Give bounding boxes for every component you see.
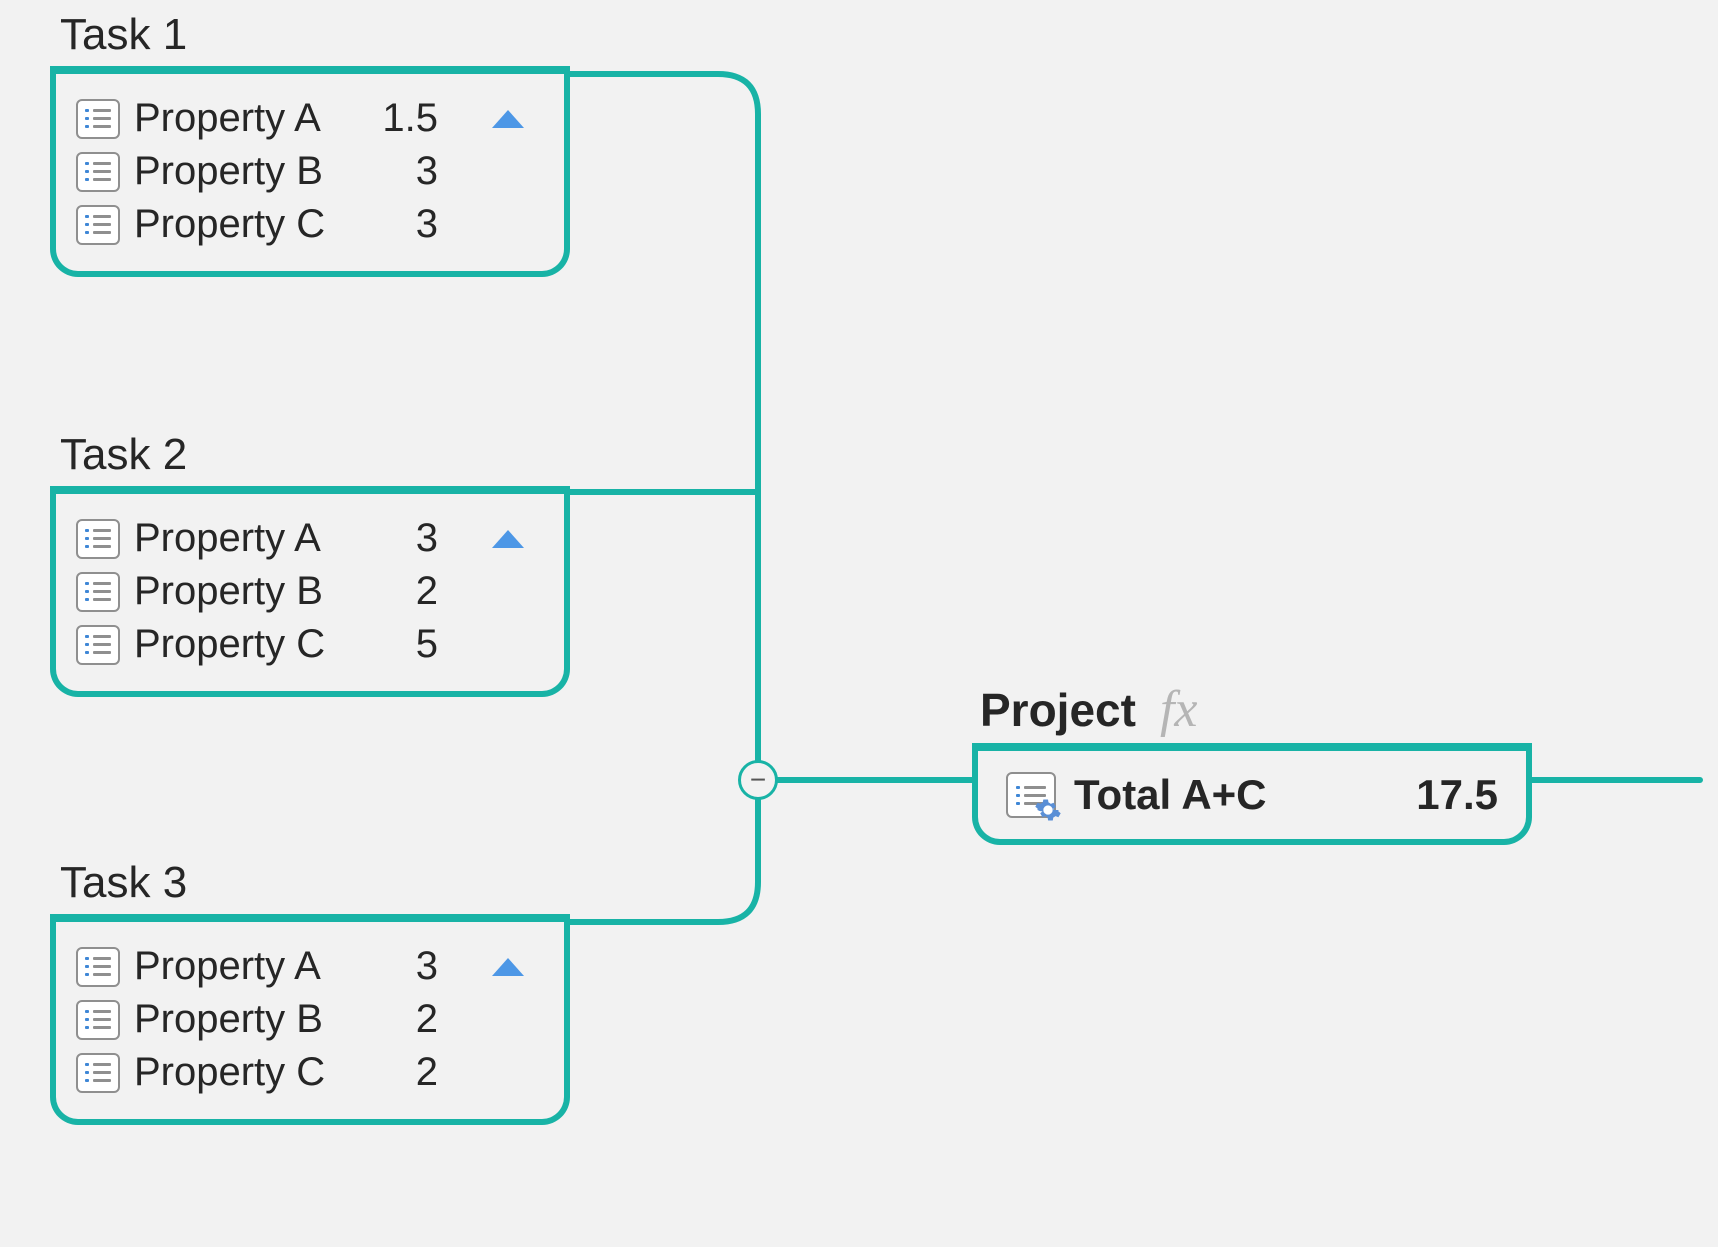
sort-up-icon[interactable] (492, 110, 524, 128)
task-node[interactable]: Task 2 Property A 3 Property B 2 Property C 5 (50, 430, 570, 697)
property-row[interactable]: Property C 3 (76, 198, 544, 251)
property-value: 3 (378, 202, 438, 247)
property-value: 1.5 (378, 96, 438, 141)
list-icon (76, 519, 120, 559)
total-label: Total A+C (1074, 771, 1398, 819)
total-value: 17.5 (1416, 771, 1498, 819)
list-icon (76, 572, 120, 612)
property-row[interactable]: Property A 3 (76, 512, 544, 565)
property-label: Property C (134, 622, 364, 667)
list-icon (76, 1053, 120, 1093)
task-title: Task 3 (60, 858, 570, 908)
sort-up-icon[interactable] (492, 958, 524, 976)
collapse-toggle[interactable]: − (738, 760, 778, 800)
property-row[interactable]: Property C 2 (76, 1046, 544, 1099)
list-icon (76, 205, 120, 245)
project-header: Project fx (980, 680, 1532, 739)
task-node[interactable]: Task 1Property A1.5Property B3Property C… (50, 10, 570, 277)
task-title: Task 1 (60, 10, 570, 60)
property-value: 2 (378, 569, 438, 614)
project-card: Total A+C 17.5 (972, 743, 1532, 845)
project-title: Project (980, 683, 1136, 737)
property-row[interactable]: Property B 2 (76, 993, 544, 1046)
property-value: 3 (378, 516, 438, 561)
list-icon (76, 99, 120, 139)
property-value: 3 (378, 149, 438, 194)
task-card: Property A 3 Property B 2 Property C 2 (50, 914, 570, 1125)
property-row[interactable]: Property C 5 (76, 618, 544, 671)
property-label: Property A (134, 516, 364, 561)
task-card: Property A 1.5 Property B 3 Property C 3 (50, 66, 570, 277)
property-row[interactable]: Property B 3 (76, 145, 544, 198)
property-row[interactable]: Property A 3 (76, 940, 544, 993)
computed-property-icon (1006, 772, 1056, 818)
list-icon (76, 947, 120, 987)
sort-up-icon[interactable] (492, 530, 524, 548)
property-value: 5 (378, 622, 438, 667)
property-label: Property B (134, 149, 364, 194)
property-row[interactable]: Property A 1.5 (76, 92, 544, 145)
property-label: Property C (134, 1050, 364, 1095)
list-icon (76, 1000, 120, 1040)
property-row[interactable]: Property B 2 (76, 565, 544, 618)
property-label: Property A (134, 944, 364, 989)
property-label: Property C (134, 202, 364, 247)
project-node[interactable]: Project fx Total A+C 17.5 (972, 680, 1532, 845)
property-value: 3 (378, 944, 438, 989)
minus-icon: − (750, 766, 766, 794)
property-value: 2 (378, 1050, 438, 1095)
list-icon (76, 152, 120, 192)
task-card: Property A 3 Property B 2 Property C 5 (50, 486, 570, 697)
property-label: Property B (134, 569, 364, 614)
task-node[interactable]: Task 3 Property A 3 Property B 2 Property C 2 (50, 858, 570, 1125)
property-label: Property A (134, 96, 364, 141)
property-label: Property B (134, 997, 364, 1042)
task-title: Task 2 (60, 430, 570, 480)
formula-icon[interactable]: fx (1160, 680, 1198, 739)
property-value: 2 (378, 997, 438, 1042)
list-icon (76, 625, 120, 665)
